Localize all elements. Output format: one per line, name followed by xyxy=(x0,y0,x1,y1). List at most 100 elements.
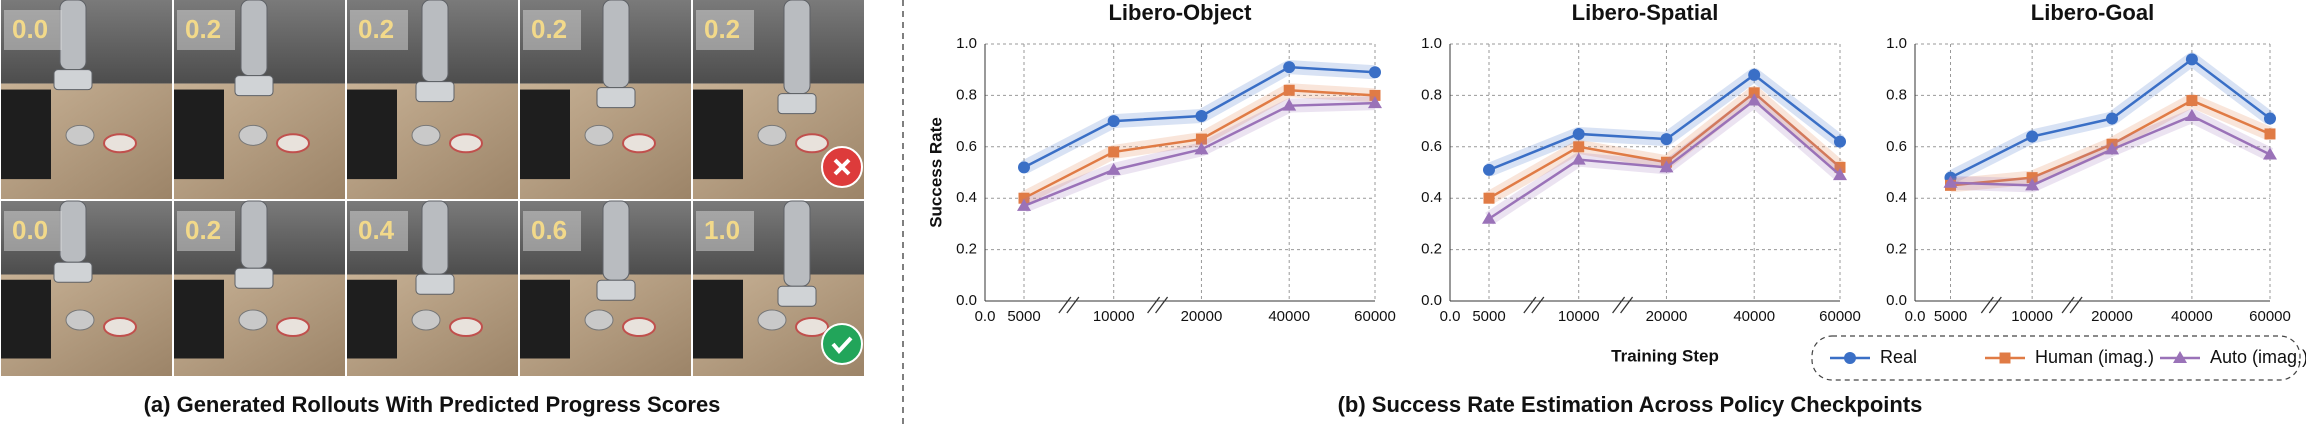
score-box xyxy=(350,211,408,251)
marker xyxy=(1573,141,1585,153)
marker xyxy=(1106,162,1121,175)
marker xyxy=(1195,109,1208,122)
frame-bowl xyxy=(757,309,787,331)
frame-cabinet xyxy=(1,89,51,180)
frame-gripper xyxy=(53,261,93,283)
caption-a: (a) Generated Rollouts With Predicted Pr… xyxy=(144,392,721,417)
frame-cabinet xyxy=(520,89,570,180)
axis-break xyxy=(1980,296,1994,314)
chart-title: Libero-Spatial xyxy=(1572,0,1719,25)
frame-arm xyxy=(783,0,811,95)
y-tick-label: 0.4 xyxy=(1886,189,1907,206)
marker xyxy=(2184,108,2199,121)
marker xyxy=(1748,68,1761,81)
frame-arm xyxy=(602,0,630,89)
score-box xyxy=(523,211,581,251)
legend-label: Auto (imag.) xyxy=(2210,347,2306,367)
marker xyxy=(1018,161,1030,174)
frame-arm xyxy=(240,200,268,269)
frame-plate xyxy=(622,133,656,154)
frame-plate xyxy=(449,133,483,154)
frame-gripper xyxy=(777,93,817,115)
y-tick-label: 0.6 xyxy=(1886,138,1907,155)
marker xyxy=(1834,135,1846,148)
y-tick-label: 0.8 xyxy=(1421,86,1442,103)
marker xyxy=(2173,351,2187,363)
frame-arm xyxy=(59,200,87,263)
frame-plate xyxy=(622,317,656,337)
marker xyxy=(1283,84,1295,96)
frame: 0.2 xyxy=(693,0,864,199)
y-tick-label: 0.0 xyxy=(956,292,977,309)
y-tick-label: 0.8 xyxy=(1886,86,1907,103)
progress-score: 0.2 xyxy=(704,14,740,44)
x-tick-label: 20000 xyxy=(1181,308,1223,325)
y-tick-label: 1.0 xyxy=(956,35,977,52)
x-tick-label: 0.0 xyxy=(1905,308,1926,325)
marker xyxy=(2026,172,2038,184)
progress-score: 0.2 xyxy=(185,215,221,245)
cross-mark xyxy=(833,158,851,176)
frame-cabinet xyxy=(1,279,51,359)
axis-break xyxy=(1620,296,1634,314)
x-axis-label: Training Step xyxy=(1611,346,1719,365)
axis-break xyxy=(2061,296,2075,314)
marker xyxy=(2025,178,2040,191)
frame-arm xyxy=(240,0,268,77)
frame-bowl xyxy=(65,124,95,146)
marker xyxy=(1748,87,1760,99)
frame-gripper xyxy=(53,69,93,91)
y-tick-label: 1.0 xyxy=(1421,35,1442,52)
frame-gripper xyxy=(777,285,817,307)
marker xyxy=(1834,161,1846,173)
frame-cabinet xyxy=(347,89,397,180)
y-tick-label: 0.2 xyxy=(1421,241,1442,258)
x-tick-label: 60000 xyxy=(2249,308,2291,325)
axis-break xyxy=(1066,296,1080,314)
marker xyxy=(1943,175,1958,188)
x-tick-label: 40000 xyxy=(1733,308,1775,325)
marker xyxy=(1194,142,1209,155)
x-tick-label: 10000 xyxy=(2011,308,2053,325)
progress-score: 0.4 xyxy=(358,215,395,245)
frame-bowl xyxy=(411,309,441,331)
x-tick-label: 60000 xyxy=(1354,308,1396,325)
chart: Libero-Spatial 0.0 0.2 0.4 0.6 0.8 1.0 5000 1000… xyxy=(1421,0,1861,365)
frame-bowl xyxy=(411,124,441,146)
frame: 0.6 xyxy=(520,200,691,376)
marker xyxy=(1017,198,1031,211)
progress-score: 0.2 xyxy=(358,14,394,44)
marker xyxy=(1482,211,1496,224)
marker xyxy=(1999,352,2011,364)
caption-b: (b) Success Rate Estimation Across Polic… xyxy=(1338,392,1923,417)
marker xyxy=(1572,127,1585,140)
frame-plate xyxy=(103,133,137,154)
frame-plate xyxy=(449,317,483,337)
frame-arm xyxy=(59,0,87,71)
marker xyxy=(1195,133,1207,145)
frame-plate xyxy=(795,133,829,154)
axis-break xyxy=(1612,296,1626,314)
marker xyxy=(1368,96,1382,109)
x-tick-label: 20000 xyxy=(1646,308,1688,325)
frame-cabinet xyxy=(693,279,743,359)
progress-score: 0.0 xyxy=(12,215,48,245)
chart: Libero-Object 0.0 0.2 0.4 0.6 0.8 1.0 5000 10000… xyxy=(926,0,1395,325)
marker xyxy=(1108,146,1120,158)
score-box xyxy=(696,10,754,50)
rollout-frames: 0.0 0.2 0.2 0.2 0.2 0.0 0.2 0.4 0.6 1.0 xyxy=(1,0,864,376)
score-box xyxy=(350,10,408,50)
chart-title: Libero-Object xyxy=(1108,0,1252,25)
frame-gripper xyxy=(234,75,274,97)
x-tick-label: 40000 xyxy=(2171,308,2213,325)
marker xyxy=(1844,352,1856,364)
x-tick-label: 0.0 xyxy=(975,308,996,325)
progress-score: 0.6 xyxy=(531,215,567,245)
chart: Libero-Goal 0.0 0.2 0.4 0.6 0.8 1.0 5000 10000 20… xyxy=(1886,0,2291,325)
frame-gripper xyxy=(415,273,455,295)
axis-break xyxy=(1531,296,1545,314)
legend-label: Real xyxy=(1880,347,1917,367)
marker xyxy=(1660,133,1673,146)
marker xyxy=(1018,192,1030,204)
y-tick-label: 0.0 xyxy=(1886,292,1907,309)
